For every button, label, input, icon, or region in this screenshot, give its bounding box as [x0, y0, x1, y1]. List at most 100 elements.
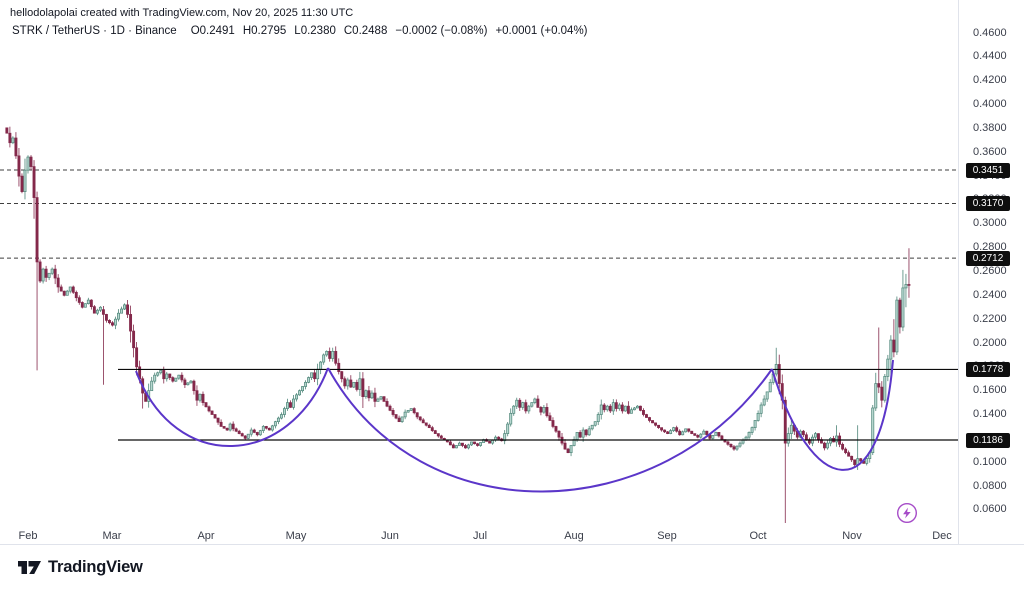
candle-body: [180, 374, 184, 381]
price-axis[interactable]: 0.4600 0.4400 0.4200 0.4000 0.3800 0.3600 0.34…: [958, 0, 1024, 544]
candle-body: [108, 320, 111, 324]
time-axis[interactable]: Feb Mar Apr May Jun Jul Aug Sep Oct Nov Dec: [0, 526, 958, 544]
candle-body: [880, 386, 884, 401]
candle-body: [756, 412, 760, 421]
candle-body: [111, 322, 114, 326]
cup-pattern-arc[interactable]: [135, 367, 329, 447]
candle-body: [59, 286, 63, 292]
candle-body: [829, 438, 832, 444]
candle-body: [608, 405, 612, 412]
symbol-info-bar[interactable]: STRK / TetherUS · 1D · Binance O0.2491 H0.…: [12, 25, 588, 37]
candle-body: [153, 374, 157, 382]
candle-body: [92, 306, 96, 314]
candle-body: [895, 299, 899, 353]
cup-pattern-arc[interactable]: [327, 367, 773, 493]
candle-body: [237, 430, 241, 434]
candle-body: [871, 407, 875, 454]
candle-body: [783, 399, 787, 444]
candle-body: [696, 435, 700, 438]
candle-body: [376, 398, 380, 402]
cup-pattern-arc[interactable]: [771, 359, 894, 471]
price-tick-label: 0.1600: [973, 384, 1007, 397]
candle-body: [614, 402, 618, 409]
candle-body: [135, 347, 139, 368]
candle-body: [835, 435, 839, 443]
candle-body: [762, 398, 766, 406]
candle-body: [123, 304, 126, 310]
candle-body: [542, 407, 546, 413]
ohlc-open: O0.2491: [190, 25, 235, 37]
candle-body: [400, 416, 404, 423]
candle-body: [645, 414, 648, 418]
candle-body: [904, 284, 908, 289]
price-level-badge: 0.3451: [966, 162, 1010, 178]
candle-body: [681, 431, 685, 436]
candle-body: [240, 433, 244, 437]
candle-body: [234, 428, 238, 432]
month-tick-label: May: [285, 530, 307, 542]
month-tick-label: Oct: [749, 530, 767, 542]
candle-body: [464, 445, 467, 449]
candle-body: [454, 445, 458, 449]
candle-body: [639, 405, 642, 411]
candle-body: [409, 408, 413, 411]
price-tick-label: 0.1000: [973, 455, 1007, 468]
candle-body: [476, 443, 479, 446]
candle-body: [654, 422, 657, 426]
candle-body: [313, 372, 317, 380]
candle-body: [20, 175, 24, 192]
candle-body: [901, 287, 905, 328]
month-tick-label: Jul: [472, 530, 488, 542]
price-level-badge: 0.2712: [966, 250, 1010, 266]
tradingview-logo[interactable]: TradingView: [18, 556, 143, 578]
candle-body: [473, 441, 476, 445]
candle-body: [183, 379, 187, 386]
candle-body: [334, 350, 338, 364]
candle-body: [590, 424, 594, 430]
price-tick-label: 0.2600: [973, 264, 1007, 277]
candle-body: [530, 402, 534, 407]
candle-body: [470, 441, 473, 446]
candle-body: [457, 442, 461, 446]
candle-body: [448, 441, 452, 446]
candle-body: [578, 432, 582, 438]
candle-body: [159, 370, 163, 374]
candle-body: [352, 381, 356, 388]
candle-body: [104, 314, 108, 321]
candle-body: [367, 390, 371, 399]
price-level-badge: 0.1778: [966, 361, 1010, 377]
candle-body: [186, 382, 190, 386]
candle-body: [273, 421, 277, 427]
month-tick-label: Aug: [564, 530, 584, 542]
candle-body: [702, 430, 706, 435]
candle-body: [132, 330, 136, 349]
candle-body: [328, 350, 332, 359]
candle-body: [524, 402, 528, 412]
candle-body: [886, 358, 890, 377]
month-tick-label: Jun: [381, 530, 399, 542]
change-absolute: −0.0002 (−0.08%): [395, 25, 488, 37]
candle-body: [261, 426, 265, 431]
candle-body: [789, 424, 793, 434]
ohlc-high: H0.2795: [242, 25, 287, 37]
candle-body: [86, 299, 90, 305]
price-chart-canvas[interactable]: [0, 0, 958, 544]
candle-body: [26, 156, 30, 171]
candle-body: [844, 448, 848, 454]
candle-body: [319, 361, 323, 370]
candle-body: [264, 426, 268, 429]
candle-body: [225, 427, 229, 431]
candle-body: [358, 378, 362, 390]
price-tick-label: 0.1400: [973, 408, 1007, 421]
price-tick-label: 0.4000: [973, 98, 1007, 111]
candle-body: [44, 268, 48, 278]
month-tick-label: Apr: [197, 530, 215, 542]
candle-body: [80, 302, 84, 308]
candle-body: [506, 423, 510, 434]
candle-body: [566, 448, 570, 454]
candle-body: [635, 405, 639, 409]
candle-body: [488, 440, 492, 444]
candle-body: [714, 432, 718, 436]
candle-body: [310, 372, 314, 378]
symbol-title[interactable]: STRK / TetherUS · 1D · Binance: [12, 25, 177, 37]
